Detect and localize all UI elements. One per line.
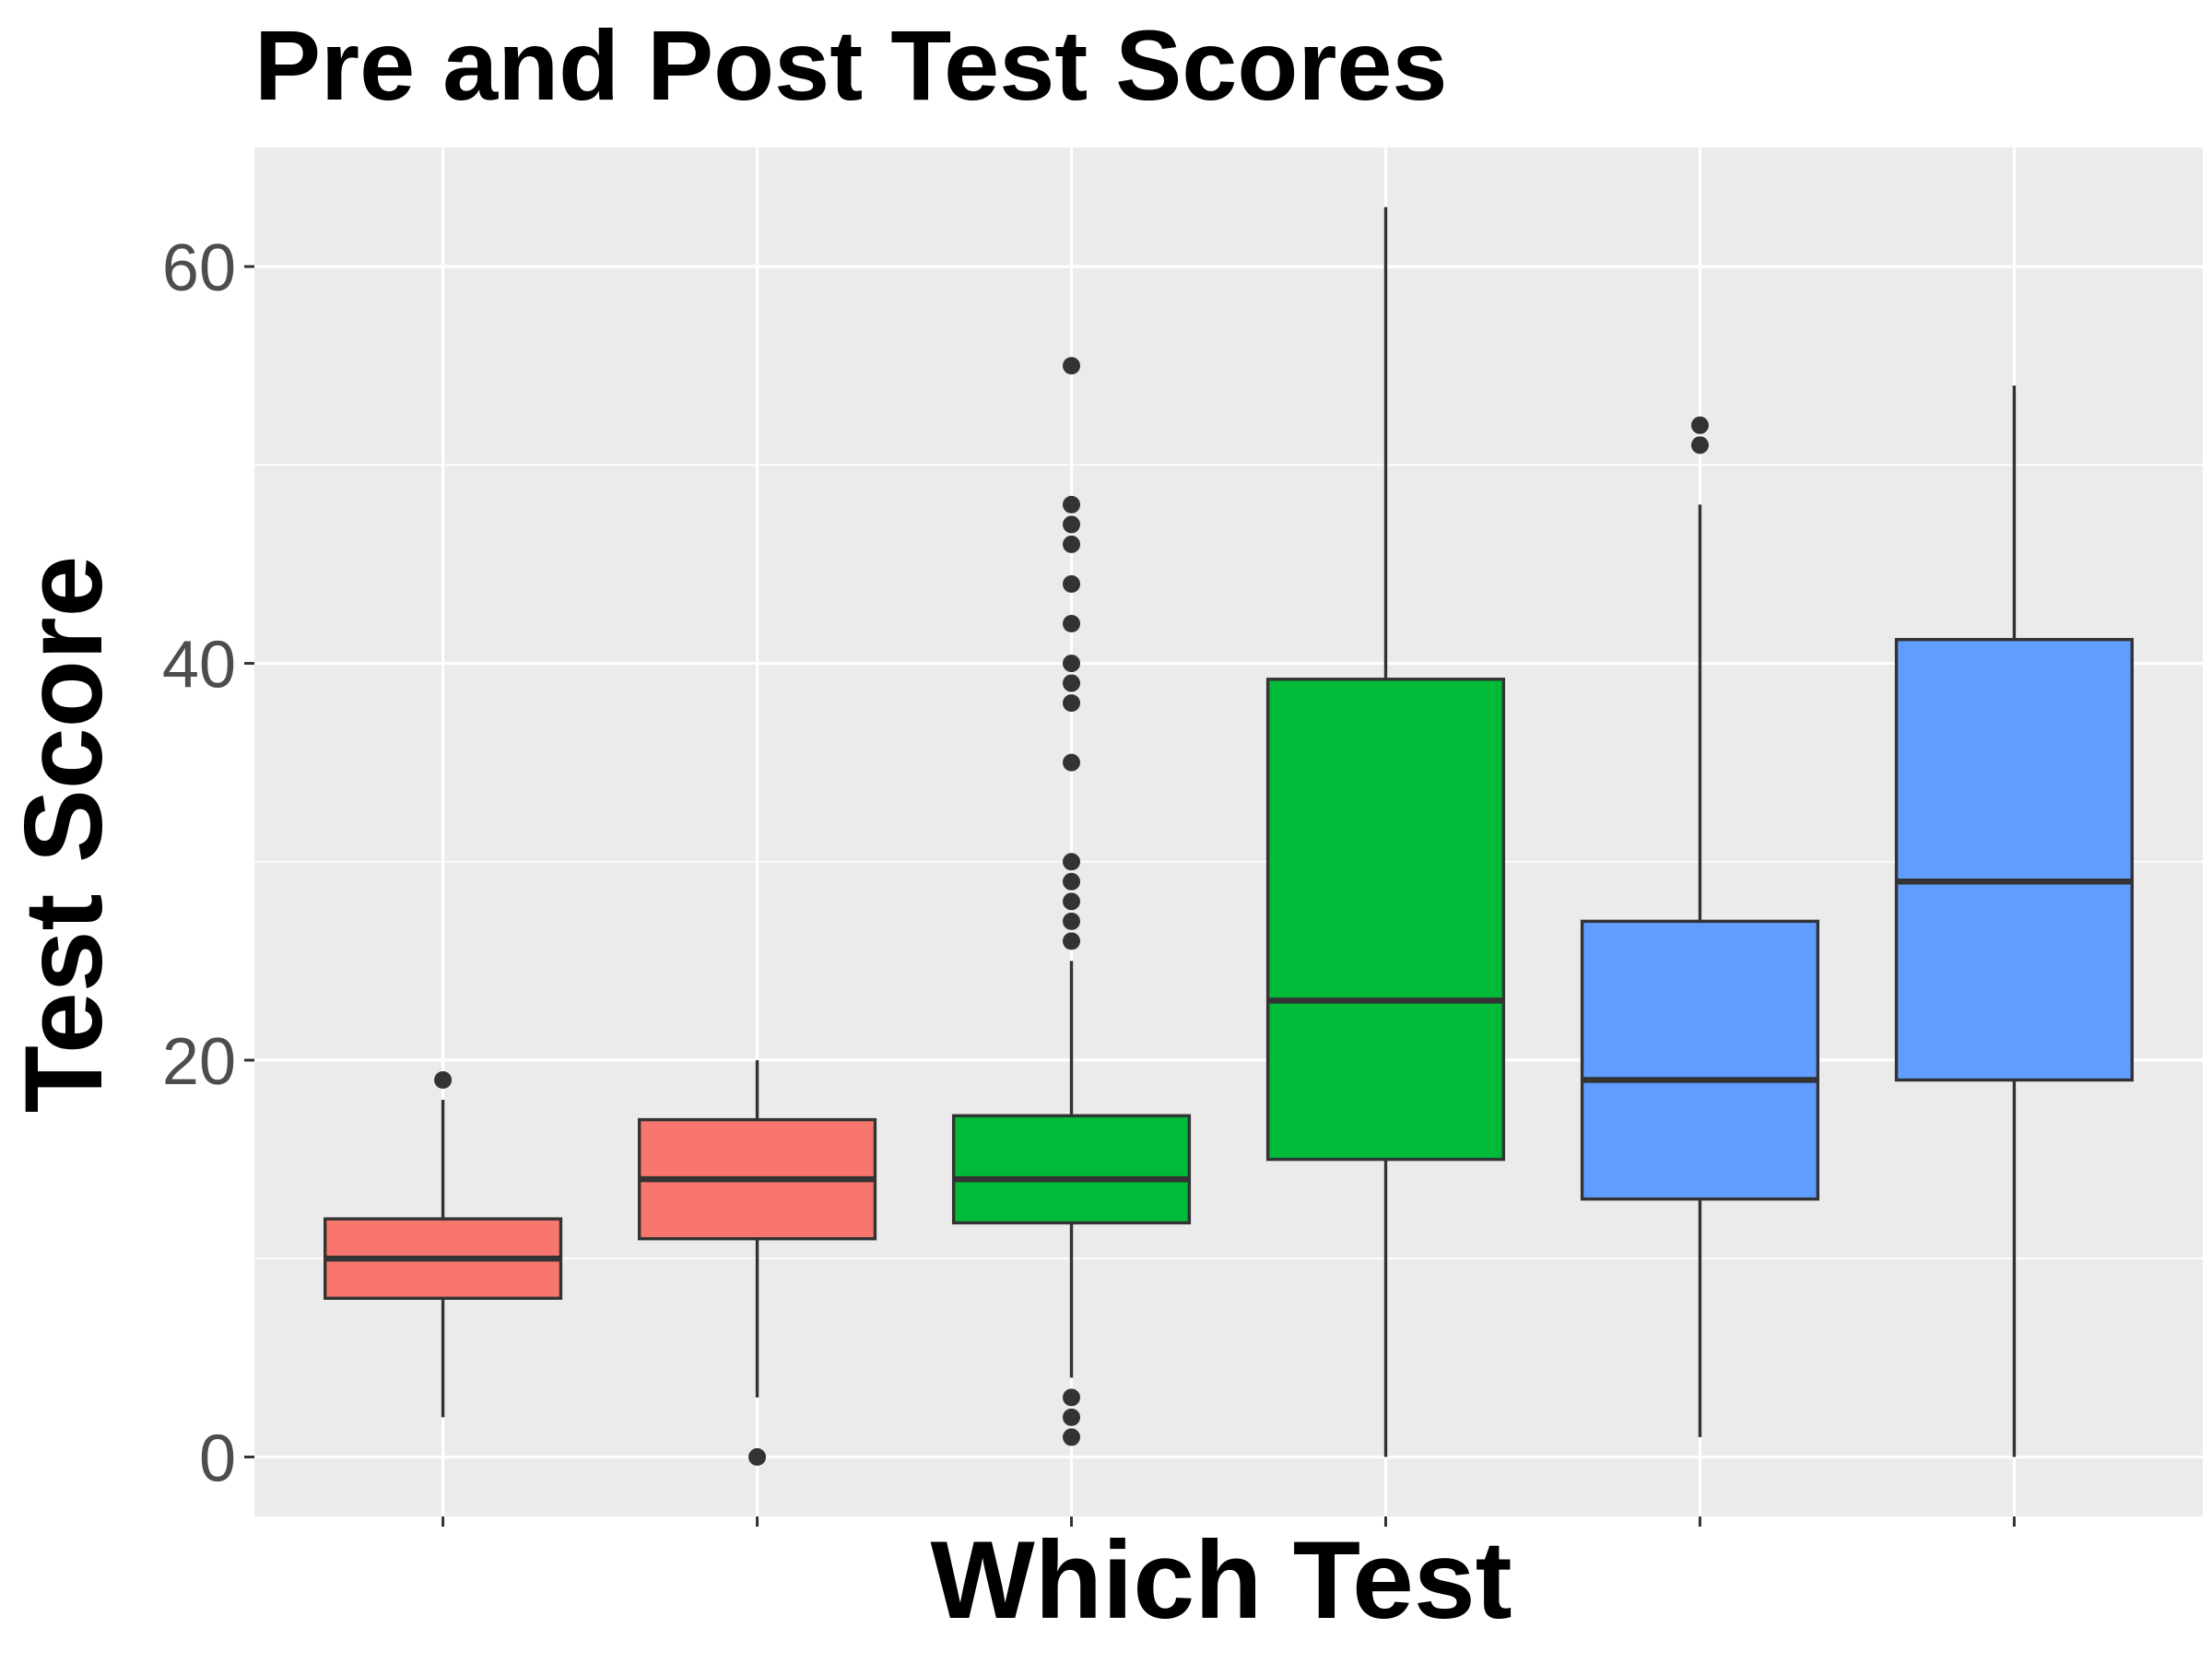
x-axis-ticks <box>441 1516 2016 1527</box>
outlier-point <box>1063 694 1081 713</box>
outlier-point <box>1690 436 1709 454</box>
box-group <box>951 357 1192 1446</box>
outlier-point <box>1063 574 1081 593</box>
outlier-point <box>1063 853 1081 871</box>
box-group <box>1894 385 2134 1457</box>
y-tick-label: 0 <box>199 1422 236 1495</box>
x-axis-label: Which Test <box>930 1518 1512 1642</box>
box-group <box>1580 416 1820 1437</box>
outlier-point <box>1063 357 1081 375</box>
plot-panel <box>254 148 2203 1516</box>
outlier-point <box>1063 1428 1081 1446</box>
chart-title: Pre and Post Test Scores <box>254 9 1447 121</box>
outlier-point <box>1063 615 1081 633</box>
y-axis-label: Test Score <box>2 556 125 1114</box>
outlier-point <box>1063 674 1081 692</box>
outlier-point <box>1063 932 1081 950</box>
outlier-point <box>748 1447 767 1466</box>
box-group <box>324 1071 563 1418</box>
outlier-point <box>1063 1408 1081 1426</box>
outlier-point <box>1063 535 1081 553</box>
box <box>1894 638 2134 1082</box>
outlier-point <box>1063 753 1081 772</box>
panel-background <box>254 148 2203 1516</box>
box-series <box>324 207 2134 1466</box>
y-axis-ticks: 0 20 40 60 <box>162 231 254 1495</box>
outlier-point <box>1063 872 1081 891</box>
box-group <box>637 1060 877 1466</box>
y-tick-label: 60 <box>162 231 236 305</box>
box-group <box>1265 207 1506 1457</box>
outlier-point <box>1063 655 1081 673</box>
outlier-point <box>1063 892 1081 911</box>
outlier-point <box>1063 1388 1081 1407</box>
outlier-point <box>1063 495 1081 513</box>
outlier-point <box>1063 515 1081 534</box>
y-tick-label: 40 <box>162 629 236 702</box>
outlier-point <box>434 1071 453 1090</box>
box <box>951 1114 1192 1225</box>
outlier-point <box>1690 416 1709 434</box>
box <box>1265 678 1506 1162</box>
y-tick-label: 20 <box>162 1025 236 1099</box>
outlier-point <box>1063 912 1081 930</box>
box <box>1580 919 1820 1201</box>
